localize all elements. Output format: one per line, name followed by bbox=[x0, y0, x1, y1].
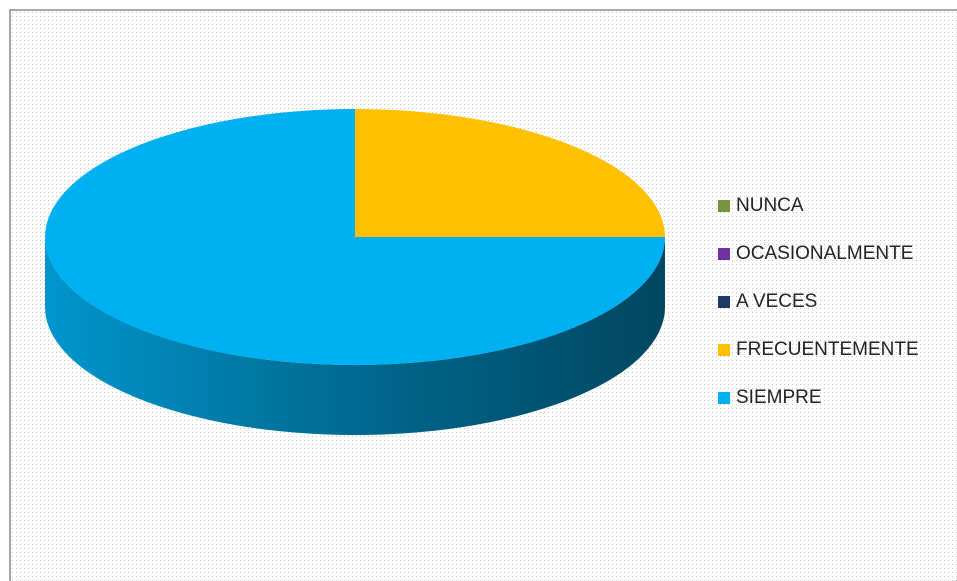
slice bbox=[45, 109, 665, 365]
legend-label: OCASIONALMENTE bbox=[736, 243, 913, 264]
legend-swatch bbox=[718, 392, 730, 404]
legend-label: A VECES bbox=[736, 291, 817, 312]
legend-swatch bbox=[718, 296, 730, 308]
legend-label: NUNCA bbox=[736, 195, 804, 216]
slice bbox=[355, 109, 665, 237]
legend-swatch bbox=[718, 344, 730, 356]
legend-label: SIEMPRE bbox=[736, 387, 822, 408]
slice-side-shade bbox=[45, 237, 665, 435]
legend-swatch bbox=[718, 248, 730, 260]
legend-label: FRECUENTEMENTE bbox=[736, 339, 919, 360]
legend-swatch bbox=[718, 200, 730, 212]
